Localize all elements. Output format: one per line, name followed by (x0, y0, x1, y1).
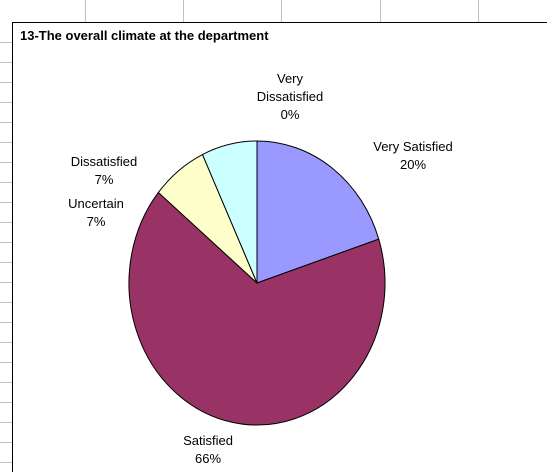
value-label: 7% (94, 172, 114, 187)
slice-label: Very Dissatisfied 0% (245, 70, 335, 124)
chart-title: 13-The overall climate at the department (20, 28, 269, 43)
value-label: 66% (194, 451, 222, 466)
slice-label: Satisfied 66% (163, 432, 253, 468)
category-label: Uncertain (68, 196, 124, 211)
category-label: Dissatisfied (70, 154, 138, 169)
value-label: 7% (86, 214, 106, 229)
chart-border (12, 22, 547, 472)
category-label: Very Dissatisfied (256, 71, 324, 104)
pie-slice (256, 140, 380, 284)
sheet-grid (0, 0, 479, 463)
value-label: 20% (399, 157, 427, 172)
category-label: Very Satisfied (373, 139, 453, 154)
slice-label: Uncertain 7% (51, 195, 141, 231)
slice-label: Very Satisfied 20% (368, 138, 458, 174)
slice-label: Dissatisfied 7% (54, 153, 154, 189)
category-label: Satisfied (183, 433, 233, 448)
value-label: 0% (280, 107, 300, 122)
pie-slice (128, 191, 386, 426)
